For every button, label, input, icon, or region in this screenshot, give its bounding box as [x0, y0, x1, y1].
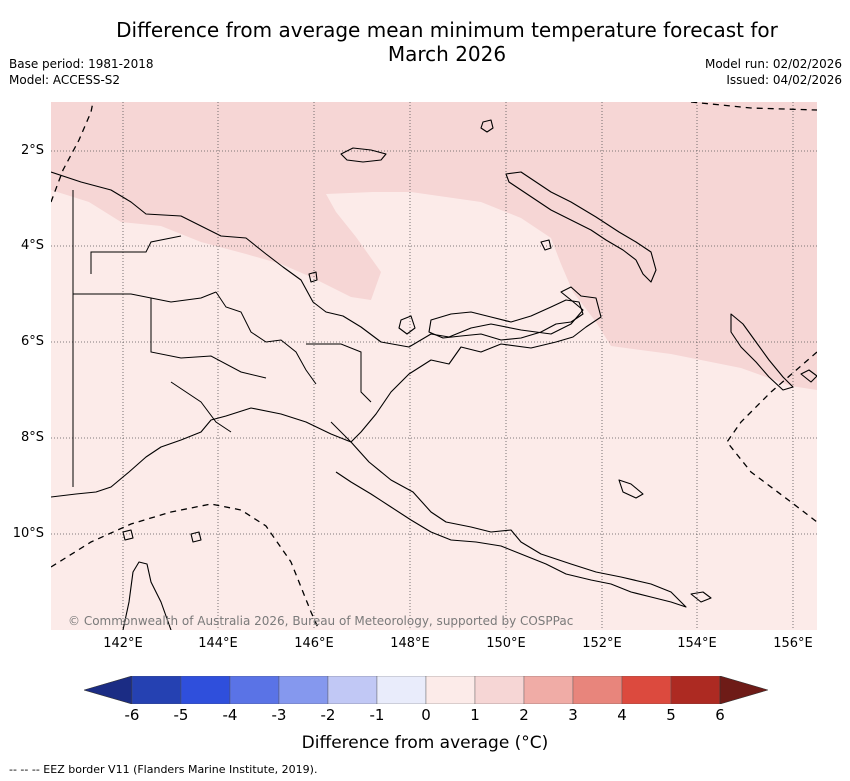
lon-label-148e: 148°E	[390, 636, 430, 651]
lon-label-156e: 156°E	[773, 636, 813, 651]
colorbar-tick-label: -2	[320, 706, 336, 724]
colorbar-tick-label: 2	[519, 706, 529, 724]
colorbar-segment	[180, 676, 231, 704]
lat-label-6s: 6°S	[20, 334, 44, 349]
colorbar-tick-label: 4	[617, 706, 627, 724]
lat-label-2s: 2°S	[20, 143, 44, 158]
title-line-1: Difference from average mean minimum tem…	[116, 18, 778, 42]
lon-label-146e: 146°E	[294, 636, 334, 651]
eez-borders	[51, 102, 817, 630]
colorbar-extend-high	[719, 676, 768, 704]
colorbar-segment	[621, 676, 672, 704]
colorbar-tick-label: 5	[666, 706, 676, 724]
colorbar-segment	[572, 676, 623, 704]
anomaly-band-1-2	[51, 102, 817, 390]
colorbar-tick-label: -6	[124, 706, 140, 724]
colorbar-tick-label: 3	[568, 706, 578, 724]
colorbar	[84, 676, 768, 704]
colorbar-tick-label: -3	[271, 706, 287, 724]
meta-right: Model run: 02/02/2026 Issued: 04/02/2026	[705, 56, 842, 88]
colorbar-tick-label: 6	[715, 706, 725, 724]
colorbar-segment	[670, 676, 721, 704]
lon-label-144e: 144°E	[198, 636, 238, 651]
model-run: Model run: 02/02/2026	[704, 57, 842, 71]
title-line-2: March 2026	[387, 42, 507, 66]
colorbar-segment	[376, 676, 427, 704]
lon-label-142e: 142°E	[103, 636, 143, 651]
colorbar-extend-low	[84, 676, 133, 704]
colorbar-tick-label: -4	[222, 706, 238, 724]
colorbar-segments	[84, 676, 768, 704]
meta-left: Base period: 1981-2018 Model: ACCESS-S2	[9, 56, 154, 88]
lon-label-152e: 152°E	[582, 636, 622, 651]
lat-label-4s: 4°S	[20, 238, 44, 253]
copyright-notice: © Commonwealth of Australia 2026, Bureau…	[68, 614, 574, 628]
colorbar-tick-label: -5	[173, 706, 189, 724]
lon-label-154e: 154°E	[677, 636, 717, 651]
colorbar-segment	[474, 676, 525, 704]
colorbar-label: Difference from average (°C)	[301, 733, 549, 753]
eez-legend: -- -- -- EEZ border V11 (Flanders Marine…	[9, 763, 318, 776]
lat-label-10s: 10°S	[12, 526, 44, 541]
colorbar-tick-label: 1	[470, 706, 480, 724]
colorbar-segment	[278, 676, 329, 704]
model-name: Model: ACCESS-S2	[9, 73, 121, 87]
borders	[72, 190, 372, 487]
colorbar-tick-label: 0	[421, 706, 431, 724]
coastlines	[51, 119, 817, 630]
lat-label-8s: 8°S	[20, 430, 44, 445]
colorbar-segment	[425, 676, 476, 704]
lon-label-150e: 150°E	[486, 636, 526, 651]
colorbar-segment	[229, 676, 280, 704]
colorbar-segment	[523, 676, 574, 704]
graticule	[51, 102, 817, 630]
forecast-map	[51, 102, 817, 630]
base-period: Base period: 1981-2018	[9, 57, 154, 71]
colorbar-segment	[327, 676, 378, 704]
colorbar-tick-label: -1	[369, 706, 385, 724]
issued-date: Issued: 04/02/2026	[726, 73, 842, 87]
map-title: Difference from average mean minimum tem…	[90, 18, 804, 66]
colorbar-segment	[131, 676, 182, 704]
